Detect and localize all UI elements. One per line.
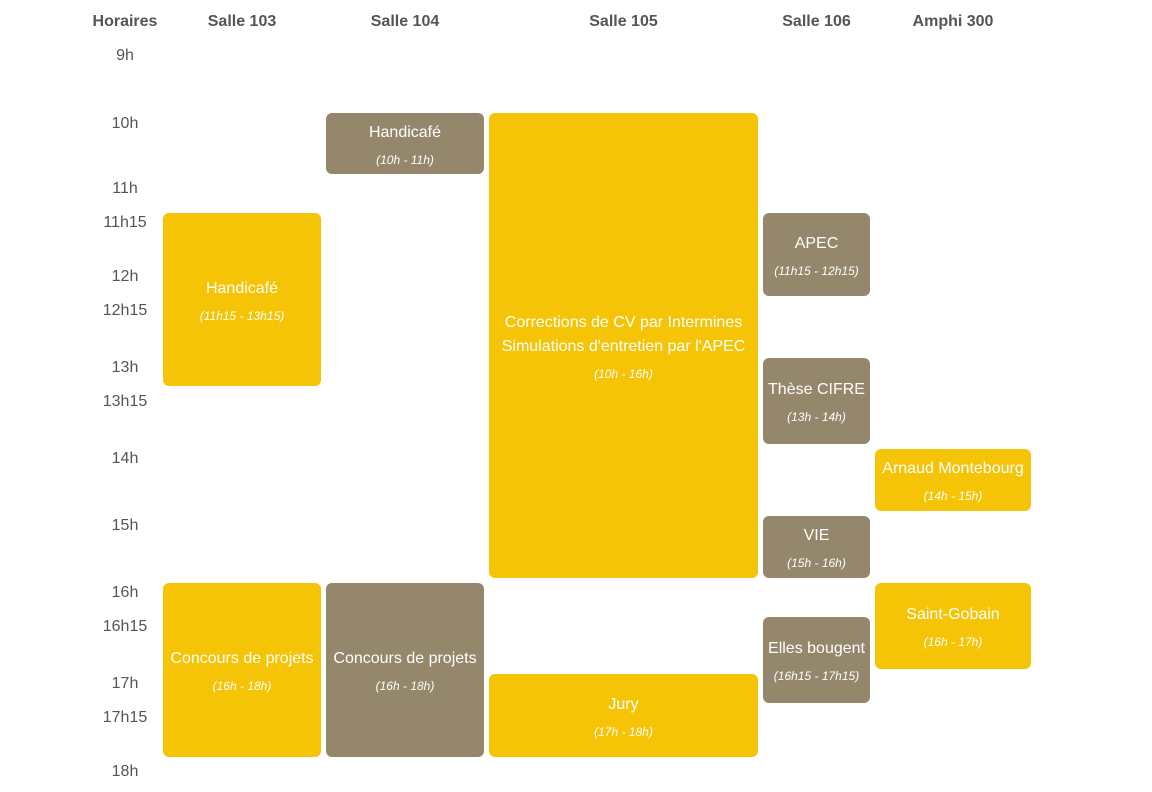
- time-label: 17h15: [102, 709, 148, 726]
- event-hours: (16h - 18h): [375, 679, 435, 693]
- event-hours: (17h - 18h): [594, 724, 653, 739]
- time-label: 16h: [111, 584, 139, 601]
- time-label: 11h: [112, 180, 138, 197]
- time-label: 15h: [111, 517, 139, 534]
- event-salle106-vie[interactable]: VIE (15h - 16h): [763, 516, 870, 578]
- time-label: 17h: [111, 675, 139, 692]
- event-title: Saint-Gobain: [906, 606, 1000, 623]
- event-salle104-handicafe[interactable]: Handicafé (10h - 11h): [326, 113, 484, 174]
- event-title: Jury: [608, 695, 639, 713]
- event-hours: (13h - 14h): [787, 410, 846, 424]
- event-title: Arnaud Montebourg: [882, 460, 1024, 477]
- event-title: Concours de projets: [333, 650, 477, 667]
- event-salle105-corrections[interactable]: Corrections de CV par Intermines Simulat…: [489, 113, 758, 578]
- header-amphi-300: Amphi 300: [912, 13, 994, 30]
- event-title: VIE: [803, 527, 830, 544]
- event-hours: (11h15 - 12h15): [774, 263, 859, 278]
- event-salle103-handicafe[interactable]: Handicafé (11h15 - 13h15): [163, 213, 321, 386]
- header-horaires: Horaires: [92, 13, 158, 30]
- event-amphi300-montebourg[interactable]: Arnaud Montebourg (14h - 15h): [875, 449, 1031, 511]
- time-label: 13h15: [102, 393, 148, 410]
- time-label: 12h: [111, 268, 139, 285]
- time-label: 16h15: [102, 618, 148, 635]
- event-title: Handicafé: [368, 123, 442, 141]
- event-amphi300-saint-gobain[interactable]: Saint-Gobain (16h - 17h): [875, 583, 1031, 669]
- time-label: 11h15: [103, 214, 147, 231]
- event-title: Handicafé: [205, 279, 279, 297]
- time-label: 12h15: [102, 302, 148, 319]
- time-label: 18h: [111, 763, 139, 780]
- event-hours: (16h - 17h): [923, 635, 983, 649]
- event-hours: (14h - 15h): [923, 489, 983, 503]
- event-hours: (10h - 16h): [594, 366, 653, 381]
- event-salle103-concours[interactable]: Concours de projets (16h - 18h): [163, 583, 321, 757]
- event-title: Corrections de CV par Intermines Simulat…: [501, 313, 746, 355]
- event-salle106-these-cifre[interactable]: Thèse CIFRE (13h - 14h): [763, 358, 870, 444]
- event-title: Elles bougent: [768, 640, 865, 657]
- event-salle106-apec[interactable]: APEC (11h15 - 12h15): [763, 213, 870, 296]
- event-hours: (16h15 - 17h15): [773, 669, 860, 683]
- header-salle-103: Salle 103: [207, 13, 277, 30]
- time-label: 14h: [111, 450, 139, 467]
- event-hours: (10h - 11h): [376, 152, 434, 167]
- header-salle-104: Salle 104: [370, 13, 440, 30]
- time-label: 9h: [116, 47, 134, 64]
- header-salle-106: Salle 106: [782, 13, 851, 30]
- event-title: APEC: [794, 234, 839, 252]
- event-salle105-jury[interactable]: Jury (17h - 18h): [489, 674, 758, 757]
- event-hours: (11h15 - 13h15): [199, 308, 285, 323]
- time-label: 10h: [111, 115, 139, 132]
- event-title: Thèse CIFRE: [768, 381, 865, 398]
- time-label: 13h: [111, 359, 139, 376]
- event-salle104-concours[interactable]: Concours de projets (16h - 18h): [326, 583, 484, 757]
- event-hours: (15h - 16h): [787, 556, 846, 570]
- event-title: Concours de projets: [170, 650, 314, 667]
- header-salle-105: Salle 105: [589, 13, 658, 30]
- event-salle106-elles-bougent[interactable]: Elles bougent (16h15 - 17h15): [763, 617, 870, 703]
- event-hours: (16h - 18h): [212, 679, 272, 693]
